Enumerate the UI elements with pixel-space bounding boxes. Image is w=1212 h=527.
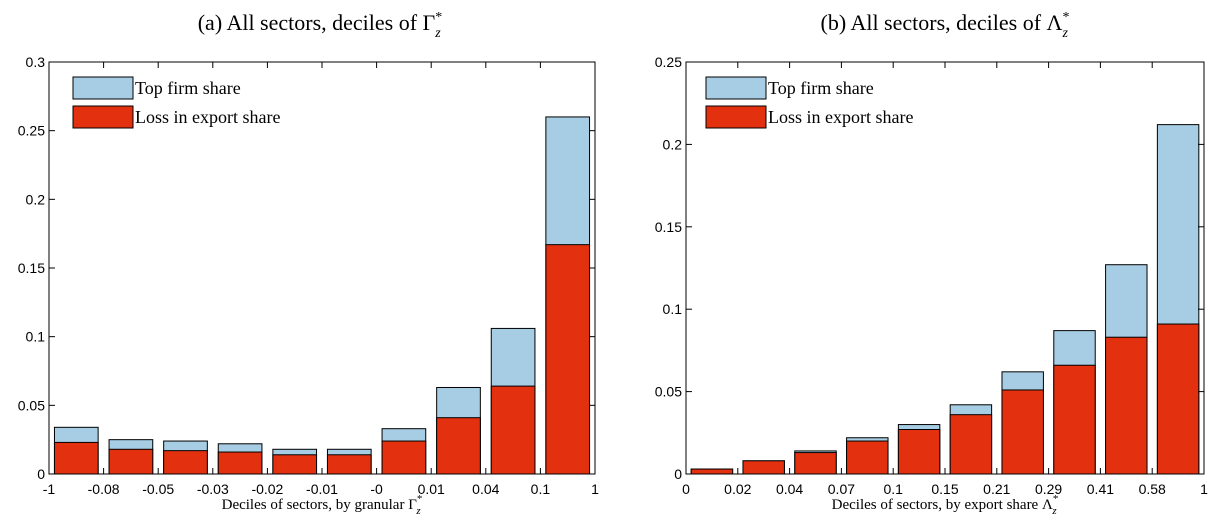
y-tick-label: 0.1 <box>663 301 683 317</box>
x-tick-label: 0.04 <box>472 481 499 497</box>
x-axis-label-sup: * <box>417 493 423 505</box>
x-tick-label: 0.02 <box>724 481 751 497</box>
legend-swatch <box>72 105 134 129</box>
legend-swatch <box>72 76 134 100</box>
y-tick-label: 0.2 <box>663 136 683 152</box>
bar-loss-in-export-share <box>1053 364 1096 475</box>
chart-title-sub: z <box>434 26 441 41</box>
legend-swatch <box>705 105 767 129</box>
bar-loss-in-export-share <box>794 452 837 475</box>
y-tick-label: 0.1 <box>26 329 46 345</box>
chart-panel-b: (b) All sectors, deciles of Λ* z00.050.10… <box>655 10 1208 517</box>
x-axis-label-sub: z <box>415 505 421 517</box>
x-axis-label-text: Deciles of sectors, by granular Γ <box>222 497 418 513</box>
bar-loss-in-export-share <box>217 451 263 475</box>
x-tick-label: -0.08 <box>88 481 120 497</box>
x-tick-label: -0.02 <box>251 481 283 497</box>
bar-loss-in-export-share <box>326 454 372 475</box>
y-tick-label: 0.25 <box>655 54 682 70</box>
x-tick-label: 0.15 <box>931 481 958 497</box>
legend-label: Loss in export share <box>768 107 913 127</box>
legend-label: Loss in export share <box>135 107 280 127</box>
bar-loss-in-export-share <box>381 440 427 475</box>
x-tick-label: 0.58 <box>1139 481 1166 497</box>
x-tick-label: 0.21 <box>983 481 1010 497</box>
legend-label: Top firm share <box>768 78 874 98</box>
y-tick-label: 0.2 <box>26 191 46 207</box>
bar-loss-in-export-share <box>53 441 99 475</box>
x-axis-label-sup: * <box>1053 493 1059 505</box>
x-axis-label-text: Deciles of sectors, by export share Λ <box>832 497 1053 513</box>
bar-loss-in-export-share <box>742 460 785 475</box>
x-tick-label: 0.1 <box>883 481 903 497</box>
x-tick-label: 0.07 <box>828 481 855 497</box>
bar-loss-in-export-share <box>436 417 481 475</box>
x-tick-label: -0.05 <box>142 481 174 497</box>
bar-loss-in-export-share <box>108 448 154 475</box>
y-tick-label: 0.3 <box>26 54 46 70</box>
x-tick-label: 1 <box>1200 481 1208 497</box>
y-tick-label: 0.15 <box>18 260 45 276</box>
x-tick-label: 0 <box>682 481 690 497</box>
x-tick-label: -0 <box>370 481 383 497</box>
bar-loss-in-export-share <box>897 429 941 475</box>
bar-loss-in-export-share <box>545 244 591 475</box>
y-tick-label: 0 <box>37 466 45 482</box>
chart-title-text: (a) All sectors, deciles of Γ <box>198 10 436 35</box>
bar-loss-in-export-share <box>846 440 889 475</box>
y-tick-label: 0.15 <box>655 219 682 235</box>
legend: Top firm share Loss in export share <box>72 76 280 129</box>
chart-title: (a) All sectors, deciles of Γ* z <box>198 10 443 41</box>
bar-loss-in-export-share <box>490 385 536 475</box>
y-tick-label: 0.25 <box>18 123 45 139</box>
bar-loss-in-export-share <box>272 454 318 475</box>
legend-swatch <box>705 76 767 100</box>
bar-loss-in-export-share <box>163 450 208 475</box>
x-tick-label: 1 <box>591 481 599 497</box>
x-axis-label: Deciles of sectors, by export share Λ* z <box>832 493 1059 517</box>
chart-title-sup: * <box>435 10 442 25</box>
chart-title-sub: z <box>1062 26 1069 41</box>
bar-loss-in-export-share <box>690 468 734 475</box>
y-tick-label: 0.05 <box>655 384 682 400</box>
bar-loss-in-export-share <box>1001 389 1044 475</box>
x-tick-label: 0.41 <box>1087 481 1114 497</box>
chart-title: (b) All sectors, deciles of Λ* z <box>821 10 1070 41</box>
x-tick-label: -0.03 <box>197 481 229 497</box>
x-tick-label: -1 <box>43 481 56 497</box>
y-tick-label: 0 <box>674 466 682 482</box>
legend-label: Top firm share <box>135 78 241 98</box>
x-tick-label: 0.01 <box>418 481 445 497</box>
bar-loss-in-export-share <box>949 414 993 475</box>
y-tick-label: 0.05 <box>18 397 45 413</box>
chart-title-sup: * <box>1063 10 1070 25</box>
bar-loss-in-export-share <box>1105 336 1148 475</box>
legend: Top firm share Loss in export share <box>705 76 913 129</box>
chart-panel-a: (a) All sectors, deciles of Γ* z00.050.10… <box>18 10 599 517</box>
x-tick-label: 0.04 <box>776 481 803 497</box>
bar-loss-in-export-share <box>1156 323 1200 475</box>
chart-title-text: (b) All sectors, deciles of Λ <box>821 10 1063 35</box>
x-axis-label-sub: z <box>1051 505 1057 517</box>
x-axis-label: Deciles of sectors, by granular Γ* z <box>222 493 423 517</box>
x-tick-label: -0.01 <box>306 481 338 497</box>
x-tick-label: 0.1 <box>531 481 551 497</box>
x-tick-label: 0.29 <box>1035 481 1062 497</box>
